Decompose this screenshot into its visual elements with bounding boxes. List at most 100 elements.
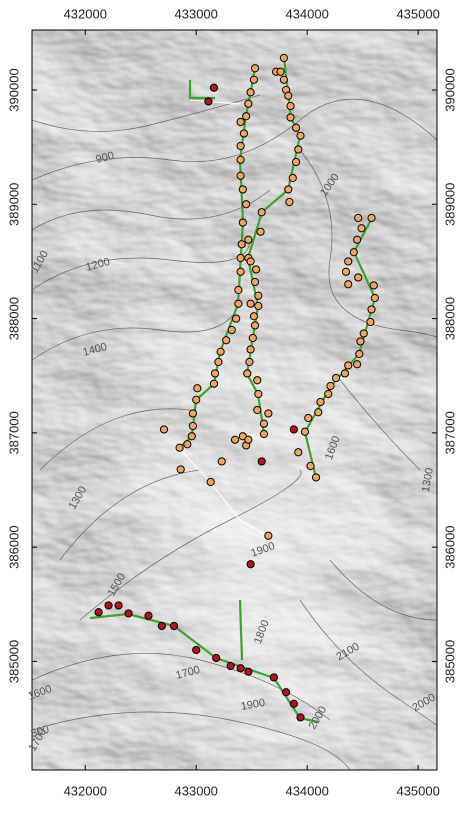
sample-point bbox=[205, 98, 212, 105]
sample-point bbox=[292, 124, 299, 131]
sample-point bbox=[277, 68, 284, 75]
y-tick-label: 388000 bbox=[442, 297, 457, 340]
sample-point bbox=[280, 54, 287, 61]
map: 9001000110012001400130015001600130019001… bbox=[0, 0, 465, 810]
sample-point bbox=[235, 300, 242, 307]
x-tick-label: 433000 bbox=[175, 783, 218, 798]
sample-point bbox=[228, 326, 235, 333]
sample-point bbox=[193, 646, 200, 653]
sample-point bbox=[239, 186, 246, 193]
sample-point bbox=[247, 300, 254, 307]
x-tick-label: 432000 bbox=[64, 6, 107, 21]
sample-point bbox=[239, 219, 246, 226]
sample-point bbox=[227, 662, 234, 669]
sample-point bbox=[207, 478, 214, 485]
sample-point bbox=[290, 426, 297, 433]
y-tick-label: 385000 bbox=[6, 640, 21, 683]
sample-point bbox=[177, 466, 184, 473]
relief bbox=[32, 30, 452, 770]
sample-point bbox=[247, 258, 254, 265]
sample-point bbox=[285, 186, 292, 193]
sample-point bbox=[287, 102, 294, 109]
sample-point bbox=[350, 249, 357, 256]
x-tick-label: 433000 bbox=[175, 6, 218, 21]
sample-point bbox=[327, 382, 334, 389]
sample-point bbox=[290, 700, 297, 707]
sample-point bbox=[345, 281, 352, 288]
y-tick-label: 389000 bbox=[442, 183, 457, 226]
sample-point bbox=[345, 258, 352, 265]
sample-point bbox=[193, 396, 200, 403]
sample-point bbox=[255, 292, 262, 299]
sample-point bbox=[160, 426, 167, 433]
sample-point bbox=[280, 76, 287, 83]
sample-point bbox=[213, 654, 220, 661]
y-tick-label: 389000 bbox=[6, 183, 21, 226]
sample-point bbox=[244, 370, 251, 377]
sample-point bbox=[249, 334, 256, 341]
x-tick-label: 435000 bbox=[396, 6, 439, 21]
sample-point bbox=[370, 282, 377, 289]
sample-point bbox=[237, 254, 244, 261]
sample-point bbox=[255, 390, 262, 397]
sample-point bbox=[237, 156, 244, 163]
sample-point bbox=[357, 338, 364, 345]
sample-point bbox=[253, 266, 260, 273]
sample-point bbox=[355, 214, 362, 221]
sample-point bbox=[356, 350, 363, 357]
sample-point bbox=[354, 236, 361, 243]
y-tick-label: 387000 bbox=[6, 411, 21, 454]
sample-point bbox=[247, 89, 254, 96]
sample-point bbox=[368, 214, 375, 221]
sample-point bbox=[289, 174, 296, 181]
sample-point bbox=[285, 92, 292, 99]
sample-point bbox=[312, 474, 319, 481]
x-tick-label: 434000 bbox=[285, 783, 328, 798]
sample-point bbox=[341, 370, 348, 377]
sample-point bbox=[231, 436, 238, 443]
sample-point bbox=[250, 76, 257, 83]
sample-point bbox=[245, 100, 252, 107]
sample-point bbox=[250, 313, 257, 320]
sample-point bbox=[258, 209, 265, 216]
sample-point bbox=[292, 158, 299, 165]
x-tick-label: 434000 bbox=[285, 6, 328, 21]
y-tick-label: 386000 bbox=[442, 525, 457, 568]
sample-point bbox=[301, 428, 308, 435]
page: {"chart_data":{"type":"scatter", "xlim":… bbox=[0, 0, 465, 810]
sample-point bbox=[254, 377, 261, 384]
sample-point bbox=[237, 142, 244, 149]
sample-point bbox=[254, 406, 261, 413]
sample-point bbox=[360, 330, 367, 337]
sample-point bbox=[287, 114, 294, 121]
sample-point bbox=[367, 318, 374, 325]
sample-point bbox=[95, 609, 102, 616]
sample-point bbox=[260, 430, 267, 437]
sample-point bbox=[297, 714, 304, 721]
sample-point bbox=[295, 449, 302, 456]
sample-point bbox=[210, 84, 217, 91]
sample-point bbox=[215, 358, 222, 365]
sample-point bbox=[345, 362, 352, 369]
sample-point bbox=[246, 358, 253, 365]
sample-point bbox=[238, 241, 245, 248]
sample-point bbox=[145, 612, 152, 619]
sample-point bbox=[237, 118, 244, 125]
y-tick-label: 390000 bbox=[6, 68, 21, 111]
sample-point bbox=[371, 294, 378, 301]
sample-point bbox=[297, 132, 304, 139]
x-tick-label: 432000 bbox=[64, 783, 107, 798]
sample-point bbox=[265, 532, 272, 539]
sample-point bbox=[243, 113, 250, 120]
sample-point bbox=[325, 390, 332, 397]
sample-point bbox=[270, 674, 277, 681]
sample-point bbox=[243, 201, 250, 208]
sample-point bbox=[255, 302, 262, 309]
sample-point bbox=[210, 380, 217, 387]
sample-point bbox=[170, 622, 177, 629]
sample-point bbox=[237, 172, 244, 179]
sample-point bbox=[282, 689, 289, 696]
sample-point bbox=[368, 306, 375, 313]
sample-point bbox=[295, 146, 302, 153]
sample-point bbox=[217, 348, 224, 355]
